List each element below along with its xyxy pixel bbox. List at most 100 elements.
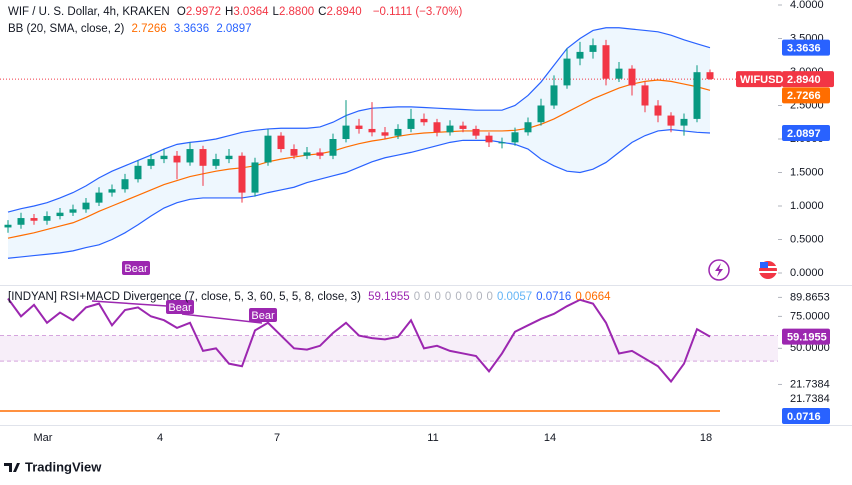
candle-body: [524, 122, 532, 133]
candle-body: [394, 128, 402, 136]
candle-body: [82, 202, 90, 210]
candle-body: [95, 192, 103, 203]
ohlc-key: O: [176, 6, 186, 18]
y-tick-label: 75.0000: [790, 310, 830, 322]
price-badge: [782, 328, 830, 345]
candle-body: [290, 149, 298, 156]
candle-body: [329, 139, 337, 156]
indicator-value: 0: [486, 291, 493, 303]
candle-body: [108, 189, 116, 193]
symbol-header: WIF / U. S. Dollar, 4h, KRAKEN O2.9972 H3…: [8, 6, 466, 18]
divergence-line: [181, 313, 263, 324]
bolt: [715, 263, 723, 277]
indicator-value: 0: [476, 291, 483, 303]
y-tick-label: 89.8653: [790, 291, 830, 303]
y-tick-label: 0.5000: [790, 233, 824, 245]
ohlc-value: 2.8940: [326, 6, 362, 18]
bb-upper: [7, 27, 711, 213]
bb-lower: 2.0897: [216, 23, 252, 35]
candle-body: [199, 149, 207, 166]
candle-body: [550, 85, 558, 106]
candle-body: [615, 68, 623, 79]
candle-body: [238, 155, 246, 193]
annotation-bg: [166, 300, 194, 314]
logo-mark: [4, 463, 20, 472]
bb-lower: [7, 129, 711, 259]
y-tick-label: 1.5000: [790, 166, 824, 178]
price-badge: [782, 39, 830, 56]
candle-body: [485, 135, 493, 143]
price-badge-label: 2.0897: [787, 128, 821, 140]
y-tick-label: 4.0000: [790, 0, 824, 11]
annotation: Bear: [251, 310, 275, 322]
x-tick-label: 4: [157, 432, 163, 444]
rsi-band: [0, 335, 778, 362]
bb-header: BB (20, SMA, close, 2) 2.7266 3.3636 2.0…: [8, 23, 256, 35]
candle-body: [693, 72, 701, 119]
candle-body: [472, 128, 480, 136]
candle-body: [355, 125, 363, 129]
candle-body: [303, 152, 311, 156]
price-badge-label: 59.1955: [787, 331, 827, 343]
candle-body: [381, 132, 389, 136]
bb-label: BB (20, SMA, close, 2): [8, 23, 125, 35]
candle-body: [667, 115, 675, 126]
price-badge-label: 0.0716: [787, 411, 821, 423]
x-tick-label: 14: [544, 432, 556, 444]
ticker-badge: [736, 71, 782, 88]
candle-body: [563, 58, 571, 86]
x-tick-label: 7: [274, 432, 280, 444]
ohlc: O2.9972 H3.0364 L2.8800 C2.8940: [177, 6, 366, 18]
ohlc-value: 3.0364: [233, 6, 269, 18]
candle-body: [368, 128, 376, 133]
candle-body: [342, 125, 350, 139]
candle-body: [69, 209, 77, 213]
ohlc-value: 2.8800: [278, 6, 315, 18]
indicator-value: 0: [455, 291, 462, 303]
indicator-value: 0: [424, 291, 431, 303]
indicator-value: 0: [413, 291, 421, 303]
candle-body: [160, 155, 168, 160]
y-tick-label: 21.7384: [790, 378, 830, 390]
ticker-label: WIFUSD: [740, 74, 783, 86]
candle-body: [316, 152, 324, 156]
candle-body: [420, 118, 428, 123]
candle-body: [433, 122, 441, 133]
price-badge-label: 2.7266: [787, 90, 821, 102]
candle-body: [589, 45, 597, 52]
candle-body: [186, 149, 194, 163]
ohlc-key: L: [272, 6, 279, 18]
price-badge-label: 2.8940: [787, 74, 821, 86]
annotation-bg: [249, 308, 277, 322]
candle-body: [4, 224, 12, 228]
candle-body: [446, 125, 454, 133]
ohlc-value: 2.9972: [185, 6, 222, 18]
candle-body: [511, 132, 519, 143]
indicator-value: 59.1955: [368, 291, 410, 303]
indicator-label: [INDYAN] RSI+MACD Divergence (7, close, …: [8, 291, 361, 303]
price-badge-label: 3.3636: [787, 43, 821, 55]
candle-body: [173, 155, 181, 163]
annotation: Bear: [168, 302, 192, 314]
y-tick-label: 0.0000: [790, 267, 824, 279]
candle-body: [459, 125, 467, 129]
candle-body: [602, 45, 610, 79]
annotation-bg: [122, 261, 150, 275]
candle-body: [251, 162, 259, 193]
y-tick-label: 1.0000: [790, 200, 824, 212]
y-tick-label: 50.0000: [790, 342, 830, 354]
change: −0.1111 (−3.70%): [372, 6, 463, 18]
candle-body: [576, 51, 584, 59]
indicator-value: 0: [444, 291, 452, 303]
candle-body: [147, 159, 155, 166]
candle-body: [706, 72, 714, 80]
indicator-value: 0.0664: [575, 291, 611, 303]
indicator-value: 0.0716: [536, 291, 572, 303]
rsi-line: [7, 297, 711, 384]
candle-body: [225, 155, 233, 160]
candle-body: [407, 118, 415, 129]
alert-icon[interactable]: [708, 259, 730, 281]
